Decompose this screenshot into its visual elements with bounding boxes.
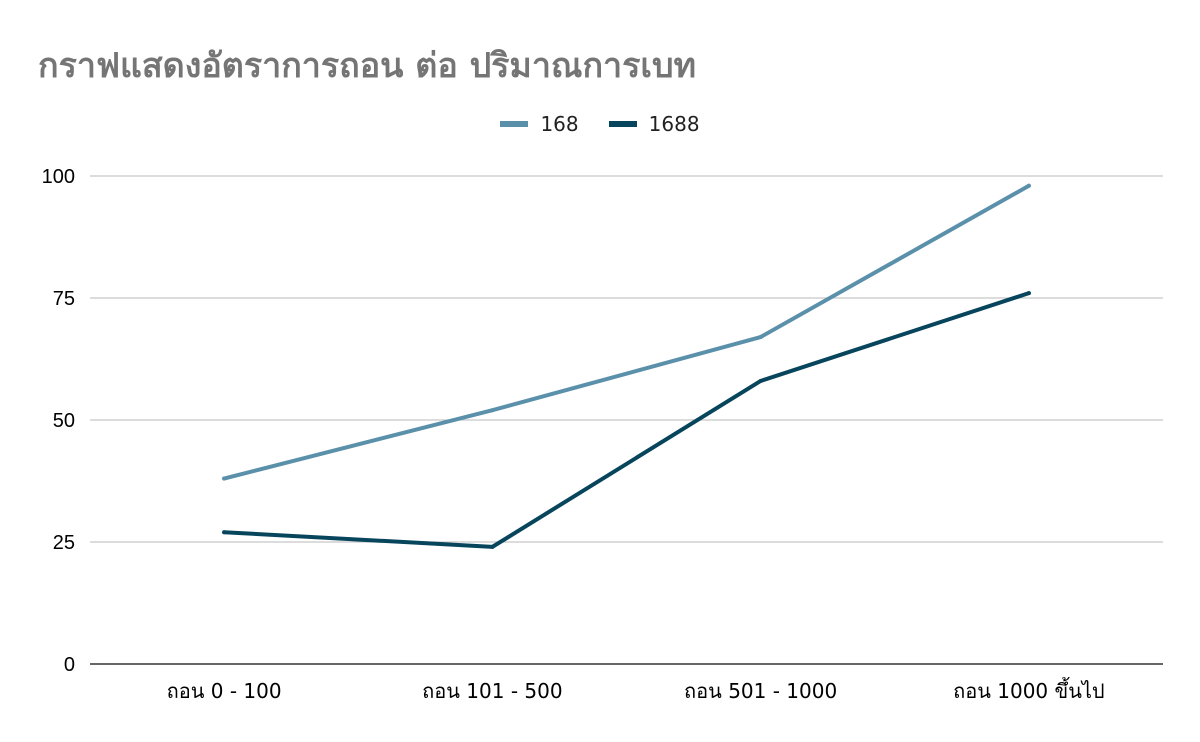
series-line-168 [222,183,1031,481]
legend-swatch-series-0 [500,121,529,127]
data-point-168 [222,476,227,481]
y-tick-label: 75 [53,288,75,310]
y-tick-label: 0 [64,654,75,676]
legend: 168 1688 [0,112,1200,136]
y-tick-label: 50 [53,410,75,432]
x-tick-label: ถอน 1000 ขึ้นไป [953,677,1105,703]
data-point-168 [758,335,763,340]
data-point-168 [1026,183,1031,188]
y-tick-label: 100 [42,166,75,188]
data-point-1688 [222,530,227,535]
x-tick-label: ถอน 501 - 1000 [684,679,837,703]
x-tick-label: ถอน 101 - 500 [422,679,562,703]
legend-item-series-0: 168 [500,112,579,136]
series-line-1688 [222,291,1031,549]
data-point-1688 [490,544,495,549]
legend-label-series-1: 1688 [648,112,700,136]
legend-item-series-1: 1688 [608,112,700,136]
data-point-168 [490,408,495,413]
legend-label-series-0: 168 [540,112,579,136]
data-point-1688 [1026,291,1031,296]
legend-swatch-series-1 [608,121,637,127]
chart-title: กราฟแสดงอัตราการถอน ต่อ ปริมาณการเบท [38,46,697,86]
data-point-1688 [758,378,763,383]
y-tick-label: 25 [53,532,75,554]
x-tick-label: ถอน 0 - 100 [167,679,282,703]
